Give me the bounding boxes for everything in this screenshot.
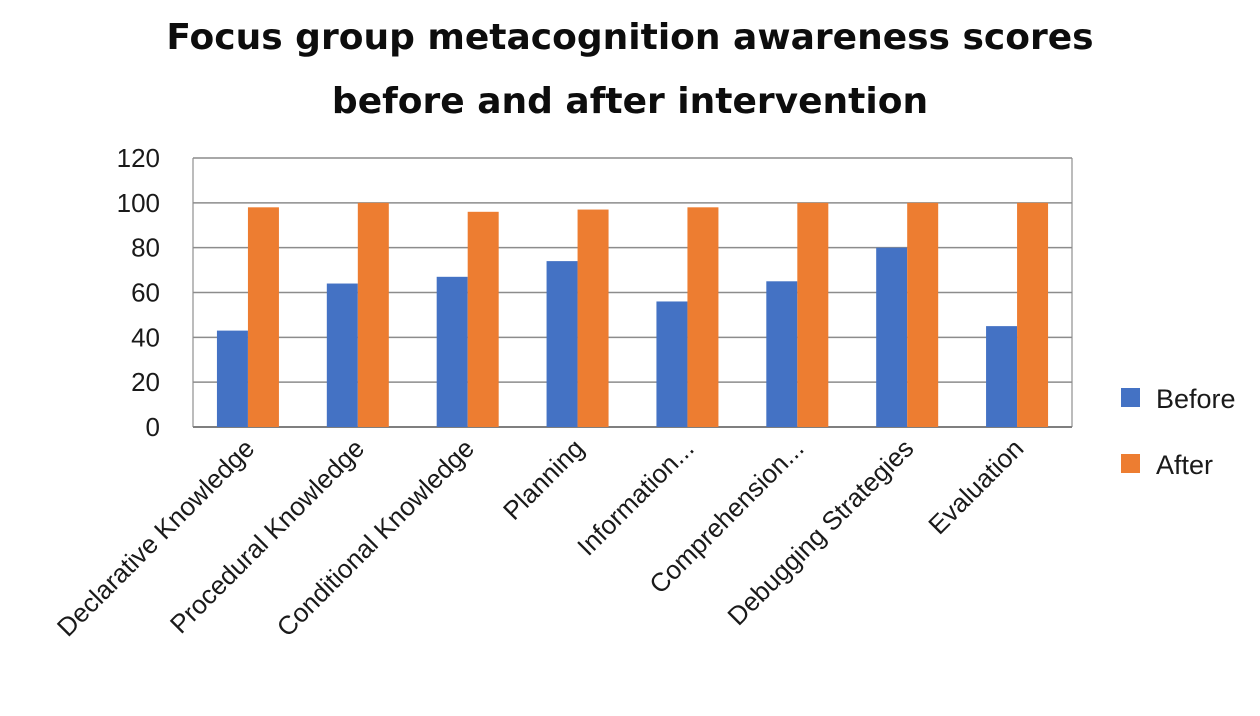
- x-tick-label: Conditional Knowledge: [271, 433, 480, 642]
- x-tick-label: Evaluation: [922, 433, 1029, 540]
- chart-title-line-2: before and after intervention: [331, 81, 929, 122]
- bar-after-7: [907, 202, 939, 427]
- x-tick-label: Procedural Knowledge: [164, 433, 370, 639]
- gridlines: [192, 157, 1073, 428]
- legend-label-before: Before: [1156, 384, 1236, 414]
- x-tick-label: Planning: [497, 433, 590, 526]
- bar-after-1: [247, 207, 279, 427]
- y-tick-label: 40: [131, 322, 160, 352]
- legend-swatch-before: [1121, 388, 1140, 407]
- bars: [216, 202, 1049, 427]
- y-tick-label: 20: [131, 367, 160, 397]
- y-tick-label: 80: [131, 233, 160, 263]
- bar-before-6: [766, 281, 798, 427]
- y-tick-label: 0: [146, 412, 160, 442]
- bar-before-2: [326, 283, 358, 427]
- legend: Before After: [1121, 384, 1236, 480]
- y-tick-label: 120: [117, 143, 160, 173]
- bar-before-8: [986, 326, 1018, 427]
- bar-after-2: [357, 202, 389, 427]
- bar-before-7: [876, 247, 908, 427]
- bar-after-5: [687, 207, 719, 427]
- chart-title: Focus group metacognition awareness scor…: [0, 6, 1260, 134]
- y-tick-label: 100: [117, 188, 160, 218]
- y-tick-label: 60: [131, 278, 160, 308]
- bar-before-1: [216, 330, 248, 427]
- bar-after-3: [467, 211, 499, 427]
- legend-swatch-after: [1121, 454, 1140, 473]
- legend-label-after: After: [1156, 450, 1213, 480]
- chart-title-line-1: Focus group metacognition awareness scor…: [166, 17, 1094, 58]
- bar-before-3: [436, 276, 468, 427]
- bar-after-4: [577, 209, 609, 427]
- y-axis-ticks: 0 20 40 60 80 100 120: [117, 143, 160, 442]
- bar-before-5: [656, 301, 688, 427]
- bar-after-6: [797, 202, 829, 427]
- x-tick-label: Debugging Strategies: [721, 433, 919, 631]
- x-tick-label: Declarative Knowledge: [51, 433, 260, 642]
- bar-before-4: [546, 261, 578, 427]
- bar-after-8: [1017, 202, 1049, 427]
